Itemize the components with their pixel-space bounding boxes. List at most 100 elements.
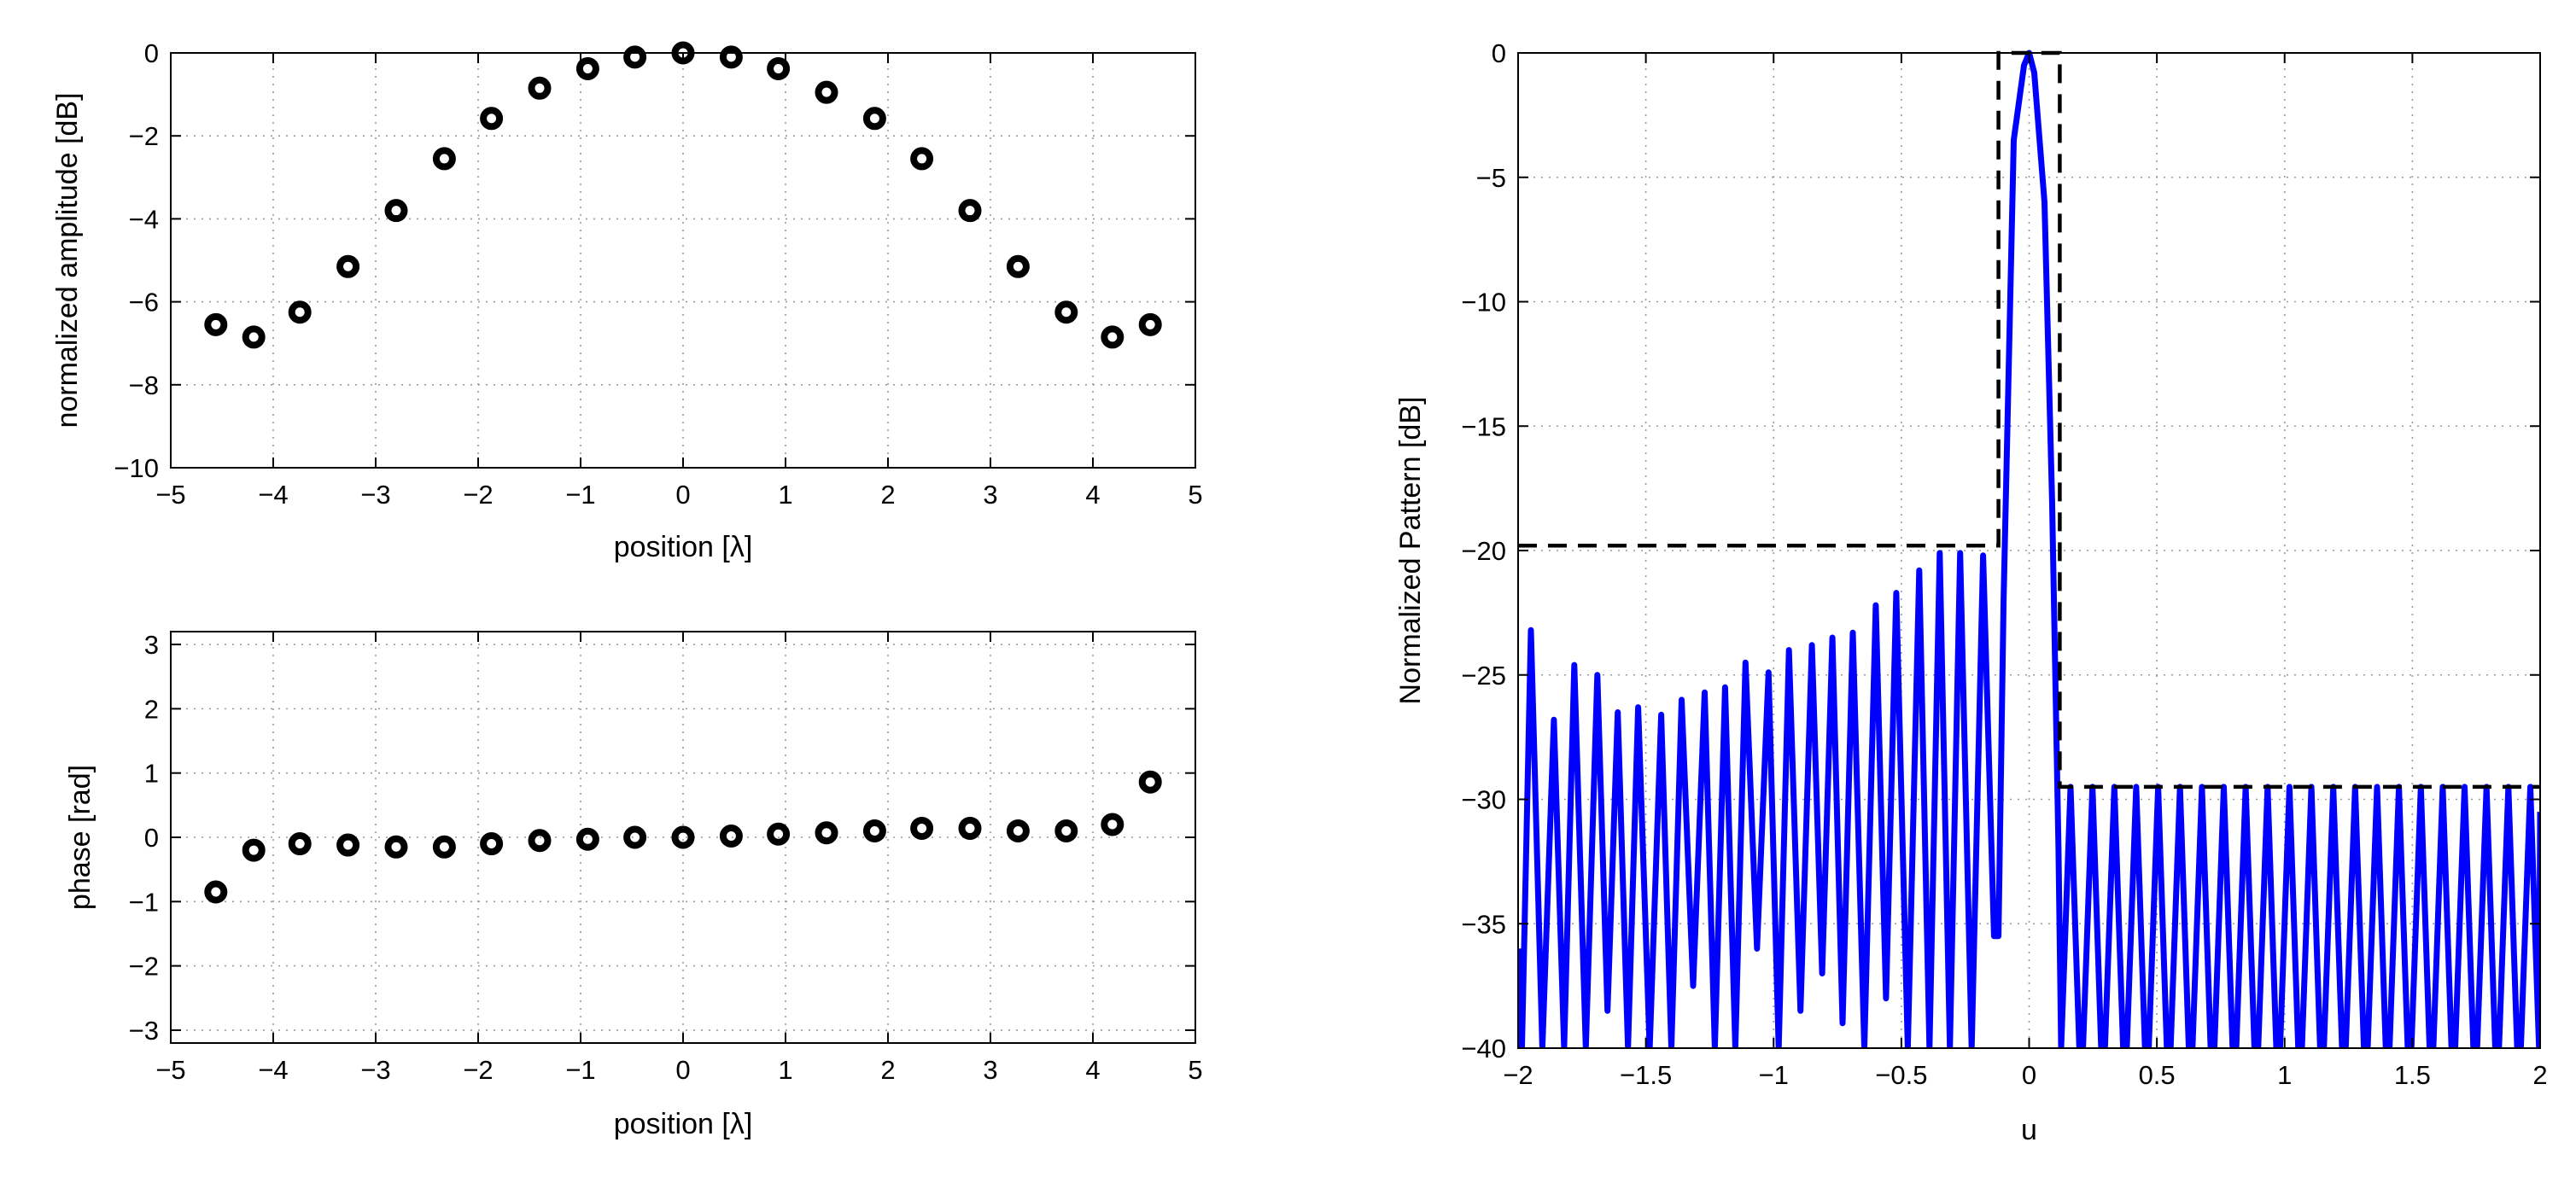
phase-marker	[862, 819, 886, 842]
y-tick-label: −35	[1461, 909, 1506, 939]
x-tick-label: −3	[360, 480, 390, 510]
x-tick-label: −5	[155, 1055, 185, 1085]
y-tick-label: 3	[144, 630, 159, 660]
phase-y-axis-label: phase [rad]	[64, 765, 96, 910]
x-tick-label: −1.5	[1620, 1060, 1672, 1090]
y-tick-label: 1	[144, 759, 159, 789]
y-tick-label: −2	[129, 121, 159, 151]
y-tick-label: −25	[1461, 661, 1506, 691]
x-tick-label: 2	[880, 480, 895, 510]
x-tick-label: −3	[360, 1055, 390, 1085]
amplitude-marker	[623, 45, 647, 69]
phase-markers	[204, 770, 1162, 904]
amplitude-markers	[204, 41, 1162, 349]
phase-marker	[623, 825, 647, 849]
amplitude-marker	[815, 80, 838, 104]
x-tick-label: −1	[1759, 1060, 1789, 1090]
y-tick-label: 0	[1492, 38, 1506, 68]
x-tick-label: 0	[675, 1055, 690, 1085]
phase-marker	[528, 829, 552, 853]
phase-marker	[575, 827, 599, 851]
y-tick-label: −15	[1461, 411, 1506, 441]
x-tick-label: 1	[2277, 1060, 2292, 1090]
amplitude-marker	[480, 107, 504, 131]
x-tick-label: 1	[778, 480, 792, 510]
amplitude-plot: −5 −4 −3 −2 −1 0 1 2 3 4 5−10−8−6−4−20 position [λ…	[51, 38, 1203, 563]
amplitude-marker	[958, 199, 982, 223]
phase-marker	[1054, 819, 1078, 842]
x-tick-label: −4	[258, 1055, 288, 1085]
phase-marker	[815, 821, 838, 845]
y-tick-label: −10	[1461, 288, 1506, 318]
x-tick-label: 3	[983, 480, 997, 510]
y-tick-label: −10	[114, 453, 159, 483]
x-tick-label: 4	[1085, 480, 1100, 510]
y-tick-label: −6	[129, 288, 159, 318]
y-tick-label: −20	[1461, 536, 1506, 566]
amplitude-marker	[204, 312, 228, 336]
x-tick-label: 2	[880, 1055, 895, 1085]
x-tick-label: −1	[565, 480, 595, 510]
x-tick-label: −0.5	[1875, 1060, 1927, 1090]
pattern-x-axis-label: u	[2021, 1114, 2037, 1146]
amplitude-marker	[1101, 325, 1124, 349]
amplitude-marker	[1138, 312, 1162, 336]
y-tick-label: 0	[144, 823, 159, 853]
amplitude-marker	[432, 147, 456, 171]
x-tick-label: −4	[258, 480, 288, 510]
phase-marker	[1101, 813, 1124, 836]
phase-marker	[1138, 770, 1162, 794]
amplitude-marker	[336, 254, 360, 278]
phase-marker	[910, 816, 934, 840]
amplitude-marker	[288, 300, 312, 324]
y-tick-label: 2	[144, 694, 159, 724]
x-tick-label: −2	[463, 1055, 493, 1085]
x-tick-label: 5	[1188, 480, 1202, 510]
y-tick-label: −40	[1461, 1034, 1506, 1064]
phase-marker	[204, 880, 228, 904]
amplitude-marker	[528, 76, 552, 100]
x-tick-label: 0	[2022, 1060, 2036, 1090]
y-tick-label: −4	[129, 204, 159, 234]
amplitude-marker	[1054, 300, 1078, 324]
amplitude-marker	[1006, 254, 1030, 278]
amplitude-marker	[384, 199, 408, 223]
phase-marker	[767, 822, 791, 846]
y-tick-label: −30	[1461, 785, 1506, 815]
amplitude-marker	[242, 325, 266, 349]
phase-marker	[480, 832, 504, 856]
y-tick-label: −1	[129, 887, 159, 917]
x-tick-label: 2	[2532, 1060, 2547, 1090]
phase-marker	[336, 833, 360, 857]
phase-marker	[719, 824, 743, 848]
y-tick-label: 0	[144, 38, 159, 68]
phase-marker	[384, 835, 408, 859]
phase-x-axis-label: position [λ]	[614, 1108, 753, 1140]
amplitude-marker	[862, 107, 886, 131]
x-tick-label: −1	[565, 1055, 595, 1085]
phase-marker	[288, 832, 312, 856]
pattern-ticks: −2 −1.5 −1 −0.5 0 0.5 1 1.5 2 −40 −35 −30 −25 −20 −15 −…	[1461, 38, 2547, 1090]
y-tick-label: −8	[129, 370, 159, 400]
y-tick-label: −5	[1476, 163, 1506, 193]
amplitude-marker	[575, 56, 599, 80]
y-tick-label: −2	[129, 952, 159, 982]
x-tick-label: 5	[1188, 1055, 1202, 1085]
pattern-curve	[1518, 50, 2540, 1048]
amplitude-x-axis-label: position [λ]	[614, 531, 753, 563]
phase-ticks: −5 −4 −3 −2 −1 0 1 2 3 4 5 −3 −2 −1 0 1 2 3	[129, 630, 1203, 1085]
pattern-plot: −2 −1.5 −1 −0.5 0 0.5 1 1.5 2 −40 −35 −30 −25 −20 −15 −…	[1394, 38, 2548, 1146]
x-tick-label: −5	[155, 480, 185, 510]
amplitude-marker	[767, 56, 791, 80]
amplitude-grid	[171, 53, 1195, 468]
pattern-y-axis-label: Normalized Pattern [dB]	[1394, 397, 1427, 705]
x-tick-label: 1	[778, 1055, 792, 1085]
phase-marker	[1006, 819, 1030, 842]
x-tick-label: 1.5	[2394, 1060, 2431, 1090]
x-tick-label: 3	[983, 1055, 997, 1085]
amplitude-marker	[719, 45, 743, 69]
phase-marker	[958, 816, 982, 840]
amplitude-marker	[910, 147, 934, 171]
